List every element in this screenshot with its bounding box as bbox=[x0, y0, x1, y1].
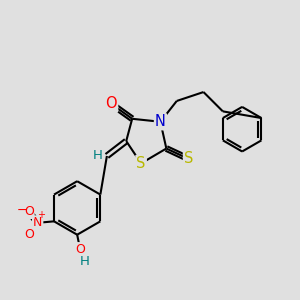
Text: +: + bbox=[38, 210, 46, 220]
Text: H: H bbox=[80, 255, 89, 268]
Text: O: O bbox=[24, 205, 34, 218]
Text: O: O bbox=[24, 228, 34, 241]
Text: H: H bbox=[93, 149, 103, 162]
Text: O: O bbox=[75, 243, 85, 256]
Text: N: N bbox=[33, 216, 42, 229]
Text: −: − bbox=[17, 204, 28, 217]
Text: S: S bbox=[136, 156, 146, 171]
Text: O: O bbox=[106, 96, 117, 111]
Text: N: N bbox=[155, 114, 166, 129]
Text: S: S bbox=[184, 152, 193, 166]
